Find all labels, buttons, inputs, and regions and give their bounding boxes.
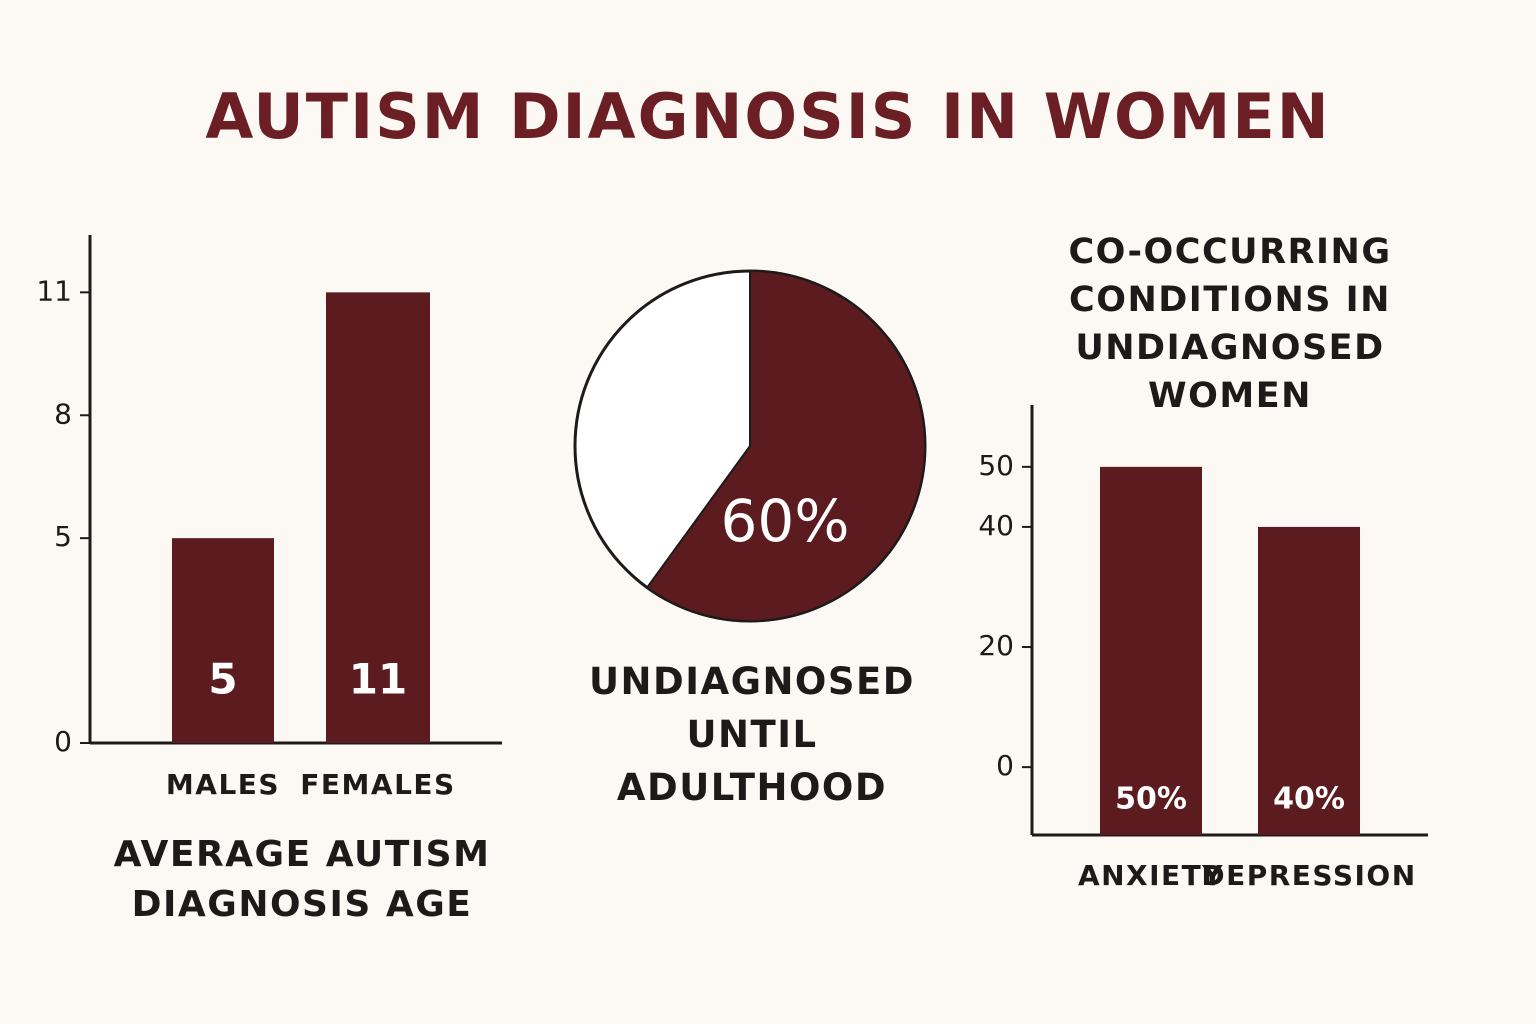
y-tick-label: 8 xyxy=(54,397,72,430)
y-tick-label: 0 xyxy=(996,749,1014,782)
y-tick-label: 40 xyxy=(978,509,1014,542)
y-tick-label: 0 xyxy=(54,725,72,758)
x-tick-label: DEPRESSION xyxy=(1201,859,1416,892)
y-tick-label: 11 xyxy=(36,274,72,307)
bar xyxy=(1258,526,1360,835)
value-label: 50% xyxy=(1115,782,1187,817)
bar xyxy=(172,538,274,743)
value-label: 11 xyxy=(349,655,407,704)
bar xyxy=(326,292,430,743)
pie-slice xyxy=(645,269,926,622)
x-tick-label: ANXIETY xyxy=(1078,859,1224,892)
main-title: AUTISM DIAGNOSIS IN WOMEN xyxy=(205,80,1331,153)
chart-title: UNDIAGNOSED UNTIL ADULTHOOD xyxy=(588,660,916,809)
chart-title: CO-OCCURRING CONDITIONS IN UNDIAGNOSED W… xyxy=(1068,232,1392,416)
bar xyxy=(1100,466,1202,835)
y-tick-label: 5 xyxy=(54,520,72,553)
value-label: 60% xyxy=(721,487,850,555)
x-tick-label: MALES xyxy=(166,768,280,801)
y-tick-label: 50 xyxy=(978,449,1014,482)
x-tick-label: FEMALES xyxy=(300,768,455,801)
y-tick-label: 20 xyxy=(978,629,1014,662)
value-label: 40% xyxy=(1273,782,1345,817)
chart-title: AVERAGE AUTISM DIAGNOSIS AGE xyxy=(113,834,491,925)
value-label: 5 xyxy=(208,655,237,704)
